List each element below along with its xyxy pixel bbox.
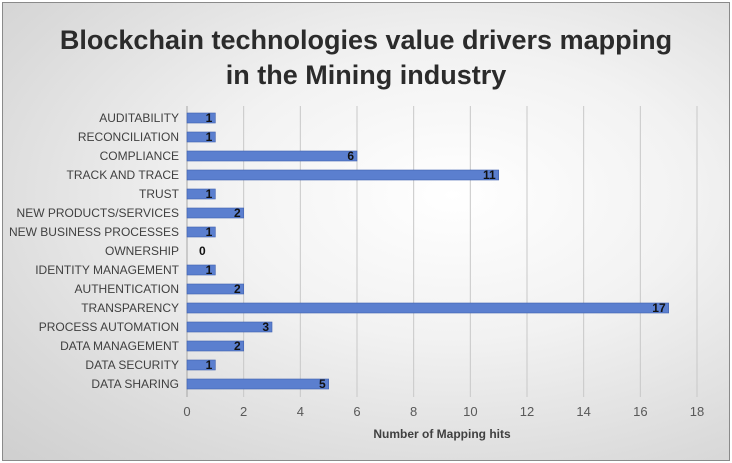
bar (186, 359, 216, 371)
data-label: 1 (206, 187, 213, 201)
data-label: 2 (234, 339, 241, 353)
chart-title-line-1: Blockchain technologies value drivers ma… (59, 25, 673, 55)
data-label: 11 (483, 168, 496, 182)
x-tick-label: 14 (576, 404, 590, 419)
bar (186, 188, 216, 200)
category-label: DATA MANAGEMENT (60, 339, 180, 353)
bar (186, 112, 216, 124)
category-label: AUDITABILITY (99, 111, 179, 125)
category-label: IDENTITY MANAGEMENT (35, 263, 179, 277)
x-tick-label: 4 (297, 404, 304, 419)
data-label: 1 (206, 358, 213, 372)
bar (186, 264, 216, 276)
x-tick-label: 10 (463, 404, 477, 419)
x-tick-label: 0 (183, 404, 190, 419)
data-label: 0 (199, 244, 206, 258)
data-label: 5 (319, 377, 326, 391)
category-label: DATA SECURITY (85, 358, 179, 372)
category-label: TRANSPARENCY (81, 301, 179, 315)
bar (186, 340, 244, 352)
data-label: 1 (206, 130, 213, 144)
category-label: DATA SHARING (91, 377, 179, 391)
bar (186, 207, 244, 219)
data-label: 2 (234, 282, 241, 296)
category-label: RECONCILIATION (78, 130, 179, 144)
data-label: 1 (206, 225, 213, 239)
category-label: PROCESS AUTOMATION (39, 320, 179, 334)
data-label: 1 (206, 263, 213, 277)
x-tick-label: 16 (633, 404, 647, 419)
bar (186, 131, 216, 143)
chart-title-line-2: in the Mining industry (225, 60, 507, 90)
data-label: 3 (262, 320, 269, 334)
category-label: NEW BUSINESS PROCESSES (9, 225, 179, 239)
bar-chart: AUDITABILITY 1 RECONCILIATION 1 COMPLIANCE 6 T… (9, 106, 704, 441)
category-label: OWNERSHIP (105, 244, 179, 258)
x-tick-label: 12 (520, 404, 534, 419)
x-tick-label: 18 (690, 404, 704, 419)
x-tick-label: 2 (240, 404, 247, 419)
category-label: COMPLIANCE (100, 149, 179, 163)
x-axis-title: Number of Mapping hits (373, 427, 511, 441)
category-label: AUTHENTICATION (75, 282, 179, 296)
x-tick-label: 6 (353, 404, 360, 419)
bar (186, 321, 273, 333)
category-label: TRACK AND TRACE (67, 168, 179, 182)
category-label: NEW PRODUCTS/SERVICES (17, 206, 179, 220)
bar (186, 226, 216, 238)
data-label: 1 (206, 111, 213, 125)
bar (186, 150, 358, 162)
data-label: 6 (347, 149, 354, 163)
bar (186, 169, 499, 181)
bar (186, 283, 244, 295)
x-tick-label: 8 (410, 404, 417, 419)
data-label: 2 (234, 206, 241, 220)
category-label: TRUST (139, 187, 180, 201)
data-label: 17 (652, 301, 666, 315)
bar (186, 378, 329, 390)
bar (186, 302, 669, 314)
